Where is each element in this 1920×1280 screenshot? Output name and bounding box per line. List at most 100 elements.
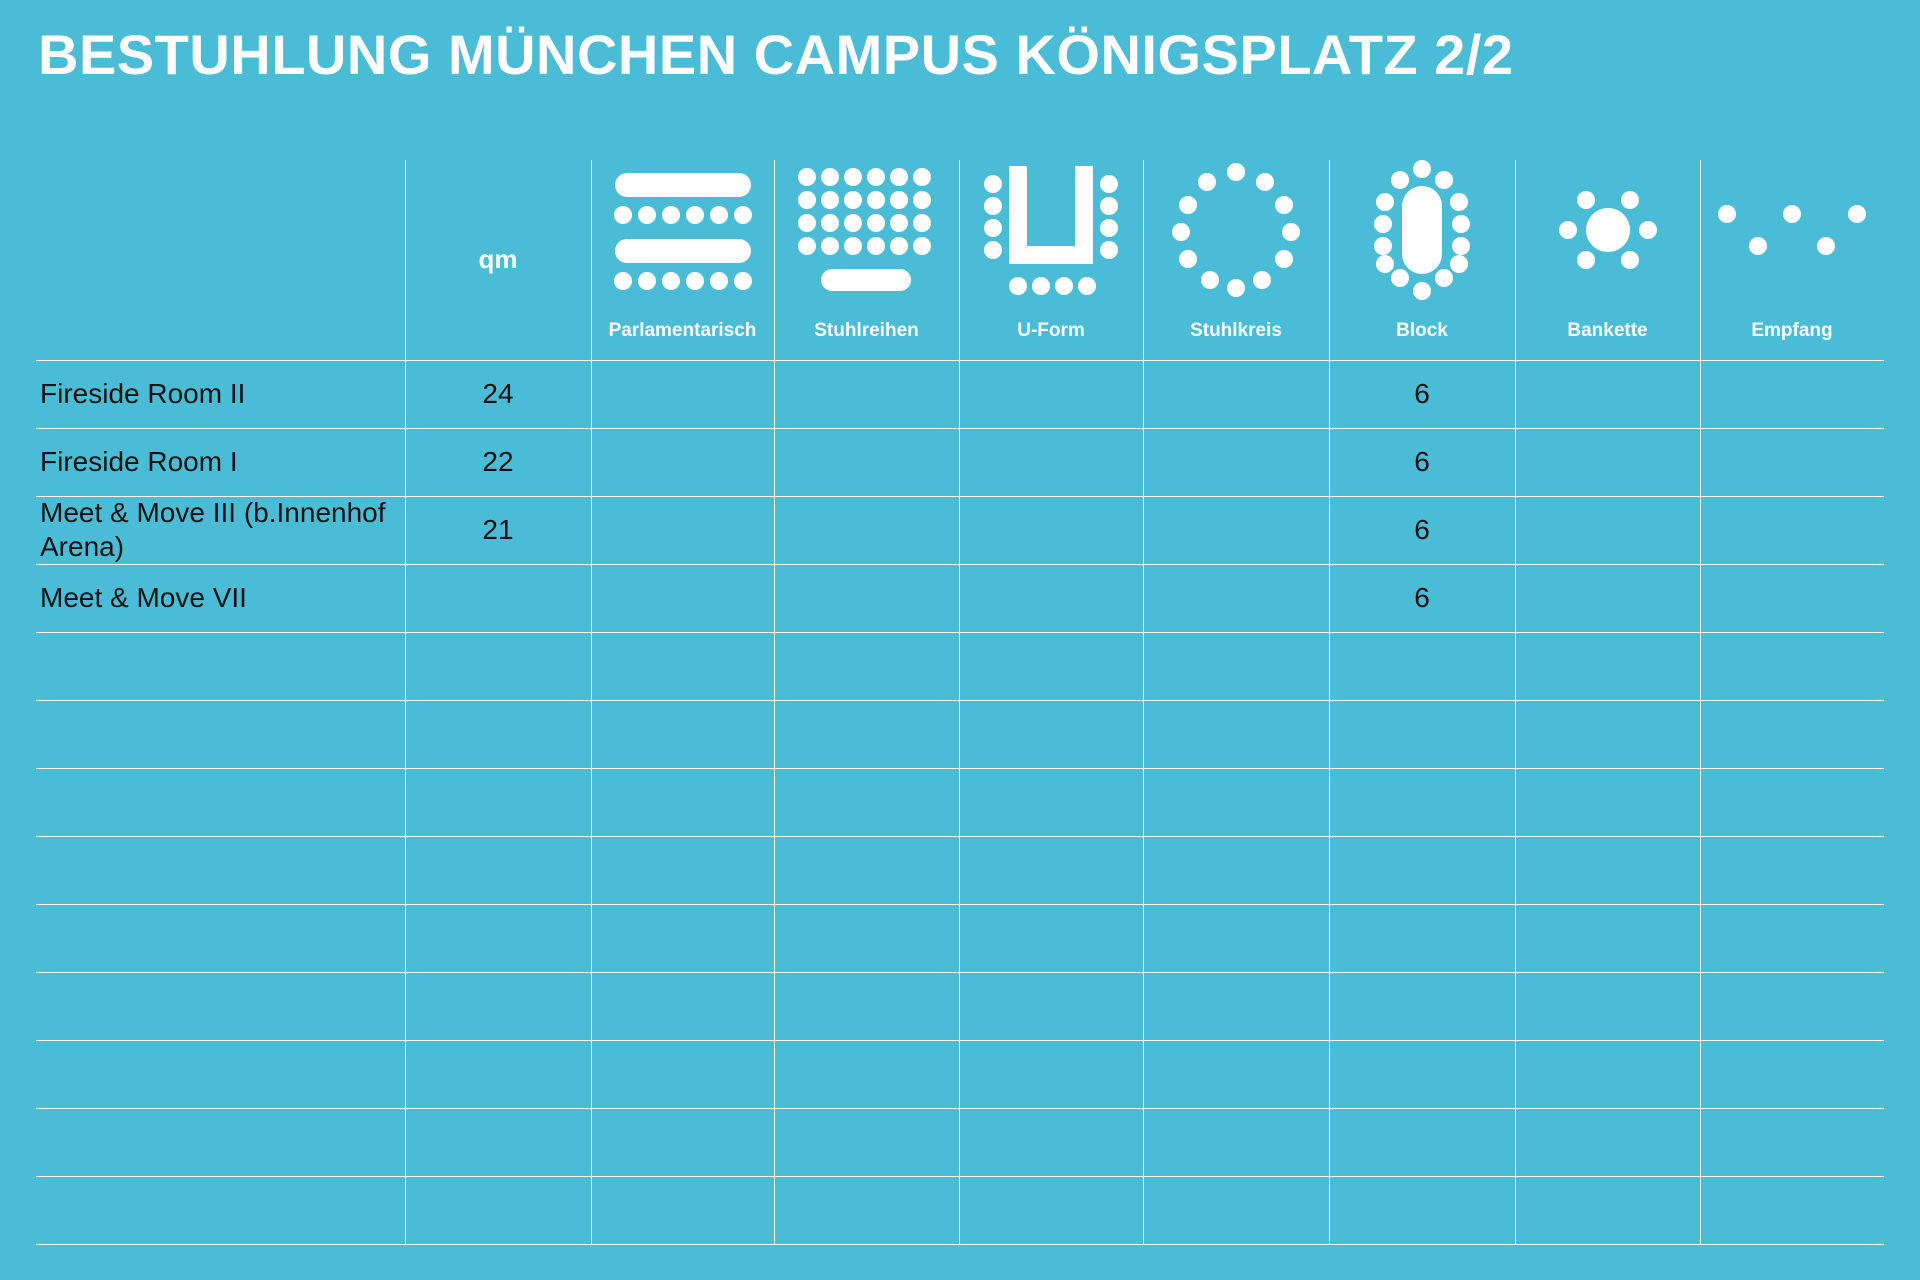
seat-count-cell	[774, 768, 959, 836]
seat-count-cell	[1143, 1040, 1329, 1108]
room-name	[40, 700, 400, 768]
seat-count-cell	[591, 360, 774, 428]
room-area: 24	[482, 378, 514, 409]
row-divider	[36, 632, 1884, 633]
seat-count-cell	[959, 904, 1143, 972]
seat-count-cell	[774, 904, 959, 972]
row-divider	[36, 1040, 1884, 1041]
seat-count-cell	[774, 496, 959, 564]
room-area: 22	[482, 446, 514, 477]
room-area: 21	[482, 514, 514, 545]
row-divider	[36, 836, 1884, 837]
seat-count-cell	[1700, 972, 1884, 1040]
seat-count-cell	[591, 428, 774, 496]
table-row	[36, 904, 1884, 972]
room-area	[405, 632, 591, 700]
seat-count-cell	[959, 1176, 1143, 1244]
column-label: Stuhlkreis	[1190, 320, 1282, 341]
column-divider	[1515, 160, 1516, 1244]
room-name	[40, 904, 400, 972]
room-area	[405, 836, 591, 904]
table-row: Meet & Move VII 6	[36, 564, 1884, 632]
seat-count-cell	[1515, 496, 1700, 564]
seat-count-cell	[1515, 1176, 1700, 1244]
seat-count-cell	[1700, 360, 1884, 428]
column-header-u-form: U-Form	[959, 160, 1143, 360]
seating-table: qm Parlamentarisch	[36, 160, 1884, 1245]
room-name	[40, 1176, 400, 1244]
table-row: Fireside Room I 22 6	[36, 428, 1884, 496]
row-divider	[36, 496, 1884, 497]
room-area	[405, 904, 591, 972]
seat-count-cell	[774, 972, 959, 1040]
seat-count-cell	[1515, 564, 1700, 632]
seat-count-cell	[1143, 564, 1329, 632]
table-row	[36, 1040, 1884, 1108]
seat-count-cell	[1329, 768, 1515, 836]
column-header-qm: qm	[478, 244, 518, 274]
seat-count-cell	[959, 700, 1143, 768]
seat-count-cell	[959, 836, 1143, 904]
seat-count-cell	[1700, 632, 1884, 700]
page-title: BESTUHLUNG MÜNCHEN CAMPUS KÖNIGSPLATZ 2/…	[38, 23, 1514, 86]
seat-count-cell	[591, 496, 774, 564]
seat-count-cell	[1700, 1108, 1884, 1176]
seat-count-cell	[774, 360, 959, 428]
seat-count-cell	[1143, 1108, 1329, 1176]
column-label: U-Form	[1017, 320, 1085, 341]
room-area	[405, 564, 591, 632]
seat-count-cell	[1700, 428, 1884, 496]
seat-count-cell	[1143, 836, 1329, 904]
row-divider	[36, 972, 1884, 973]
u-shape-icon	[984, 166, 1118, 295]
seat-count-cell	[1143, 972, 1329, 1040]
row-divider	[36, 700, 1884, 701]
seat-count-cell	[774, 836, 959, 904]
room-name: Fireside Room I	[40, 446, 238, 477]
room-area	[405, 972, 591, 1040]
seat-count-cell	[1515, 1040, 1700, 1108]
seat-count-cell	[1329, 1040, 1515, 1108]
seat-count-cell	[959, 1108, 1143, 1176]
column-label: Bankette	[1567, 320, 1648, 341]
table-row	[36, 972, 1884, 1040]
column-label: Stuhlreihen	[814, 320, 919, 341]
seat-count-cell	[1143, 1176, 1329, 1244]
room-name	[40, 768, 400, 836]
seat-count-cell	[1329, 632, 1515, 700]
column-header-block: Block	[1329, 160, 1515, 360]
seat-count-cell	[1515, 904, 1700, 972]
table-row	[36, 836, 1884, 904]
seat-count-cell	[1515, 972, 1700, 1040]
parliament-seating-icon	[613, 173, 752, 290]
seat-count-cell: 6	[1414, 582, 1430, 613]
column-header-stuhlreihen: Stuhlreihen	[774, 160, 959, 360]
room-name	[40, 632, 400, 700]
seat-count-cell	[959, 768, 1143, 836]
table-row	[36, 768, 1884, 836]
column-divider	[1329, 160, 1330, 1244]
column-divider	[1700, 160, 1701, 1244]
seat-count-cell	[591, 904, 774, 972]
chair-circle-icon	[1172, 163, 1300, 297]
seat-count-cell: 6	[1414, 446, 1430, 477]
room-name: Fireside Room II	[40, 378, 246, 409]
seat-count-cell	[774, 564, 959, 632]
seat-count-cell	[1700, 1040, 1884, 1108]
row-divider	[36, 360, 1884, 361]
seat-count-cell	[959, 972, 1143, 1040]
room-area	[405, 1040, 591, 1108]
column-label: Empfang	[1751, 320, 1833, 341]
seat-count-cell	[1329, 836, 1515, 904]
seat-count-cell	[1515, 360, 1700, 428]
table-row: Fireside Room II 24 6	[36, 360, 1884, 428]
room-area	[405, 1108, 591, 1176]
column-label: Parlamentarisch	[608, 320, 757, 341]
room-area	[405, 700, 591, 768]
column-divider	[774, 160, 775, 1244]
seat-count-cell	[774, 700, 959, 768]
seat-count-cell	[774, 1108, 959, 1176]
column-divider	[1143, 160, 1144, 1244]
seat-count-cell	[1700, 904, 1884, 972]
seat-count-cell	[591, 1108, 774, 1176]
